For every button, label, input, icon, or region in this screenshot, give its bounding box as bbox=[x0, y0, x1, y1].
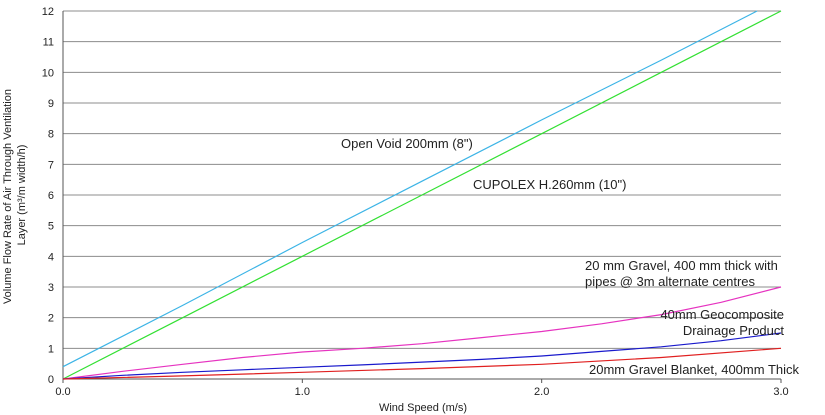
series-label-gravel-blanket: 20mm Gravel Blanket, 400mm Thick bbox=[589, 362, 799, 377]
y-tick-label: 8 bbox=[48, 129, 54, 141]
series-line-open-void bbox=[62, 10, 758, 368]
series-label-open-void: Open Void 200mm (8") bbox=[341, 136, 473, 151]
series-label-line: 20 mm Gravel, 400 mm thick with bbox=[585, 258, 778, 273]
y-tick-label: 9 bbox=[48, 98, 54, 110]
axes bbox=[62, 11, 782, 383]
x-tick-label: 3.0 bbox=[773, 386, 788, 398]
y-tick-label: 5 bbox=[48, 221, 54, 233]
y-tick-label: 1 bbox=[48, 343, 54, 355]
y-tick-label: 2 bbox=[48, 313, 54, 325]
y-tick-label: 11 bbox=[43, 37, 54, 49]
series-label-line: CUPOLEX H.260mm (10") bbox=[473, 177, 626, 192]
series-label-line: pipes @ 3m alternate centres bbox=[585, 274, 756, 289]
series-line-cupolex bbox=[62, 10, 782, 380]
series-label-line: Drainage Product bbox=[683, 323, 785, 338]
y-axis-title: Volume Flow Rate of Air Through Ventilat… bbox=[2, 86, 28, 304]
y-axis-title-line-2: Layer (m³/m width/h) bbox=[16, 145, 28, 246]
series-line-geocomposite bbox=[62, 332, 782, 380]
series-annotations: Open Void 200mm (8") CUPOLEX H.260mm (10"… bbox=[341, 136, 799, 377]
x-axis-title: Wind Speed (m/s) bbox=[379, 402, 467, 414]
y-tick-label: 7 bbox=[48, 159, 54, 171]
y-tick-label: 6 bbox=[48, 190, 54, 202]
series-label-line: Open Void 200mm (8") bbox=[341, 136, 473, 151]
series-label-cupolex: CUPOLEX H.260mm (10") bbox=[473, 177, 626, 192]
y-tick-label: 10 bbox=[42, 67, 54, 79]
gridlines bbox=[63, 10, 781, 349]
series-label-geocomposite: 40mm Geocomposite Drainage Product bbox=[660, 307, 784, 338]
x-tick-label: 2.0 bbox=[534, 386, 549, 398]
x-tick-label: 1.0 bbox=[295, 386, 310, 398]
y-tick-label: 4 bbox=[48, 251, 54, 263]
series-lines bbox=[62, 10, 782, 380]
series-line-gravel-blanket bbox=[62, 347, 782, 380]
series-label-gravel-pipes: 20 mm Gravel, 400 mm thick with pipes @ 3… bbox=[585, 258, 778, 289]
y-tick-label: 12 bbox=[42, 6, 54, 18]
y-tick-label: 3 bbox=[48, 282, 54, 294]
y-axis-title-line-1: Volume Flow Rate of Air Through Ventilat… bbox=[2, 89, 14, 304]
series-line-gravel-pipes bbox=[62, 286, 782, 380]
y-tick-label: 0 bbox=[48, 374, 54, 386]
series-label-line: 20mm Gravel Blanket, 400mm Thick bbox=[589, 362, 799, 377]
x-tick-label: 0.0 bbox=[55, 386, 70, 398]
series-label-line: 40mm Geocomposite bbox=[660, 307, 784, 322]
